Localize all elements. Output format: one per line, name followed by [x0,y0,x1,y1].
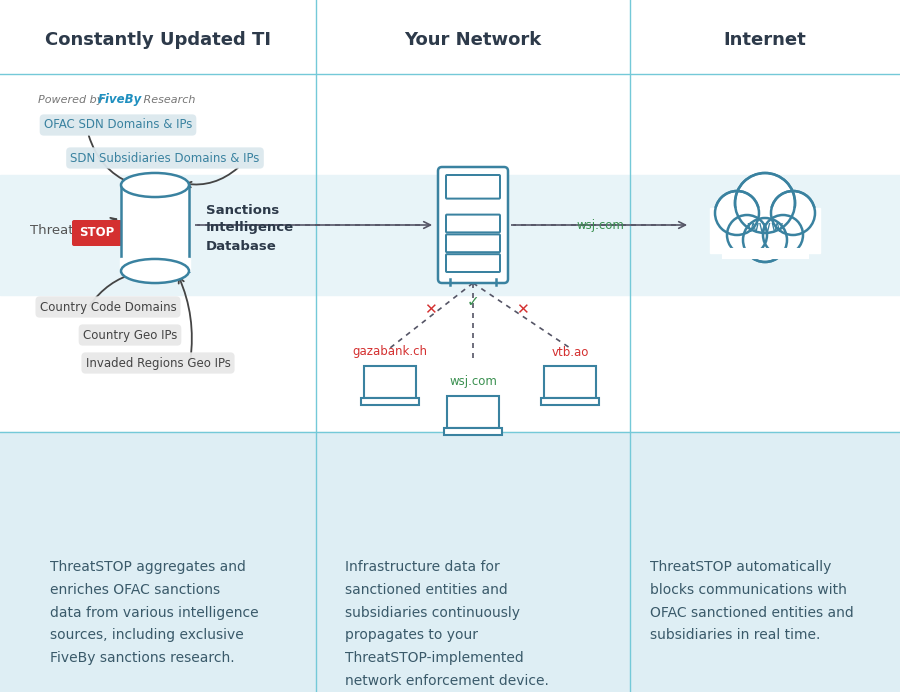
Text: Research: Research [140,95,195,105]
Text: Invaded Regions Geo IPs: Invaded Regions Geo IPs [86,356,230,370]
Text: ThreatSTOP automatically
blocks communications with
OFAC sanctioned entities and: ThreatSTOP automatically blocks communic… [650,560,854,642]
Text: ThreatSTOP aggregates and
enriches OFAC sanctions
data from various intelligence: ThreatSTOP aggregates and enriches OFAC … [50,560,258,665]
FancyBboxPatch shape [446,235,500,252]
Bar [121,185,189,271]
Text: OFAC SDN Domains & IPs: OFAC SDN Domains & IPs [44,118,193,131]
Circle shape [763,215,803,255]
Text: ✕: ✕ [516,302,528,318]
Circle shape [727,215,767,255]
Text: STOP: STOP [79,226,114,239]
Bar [710,208,820,253]
Ellipse shape [121,259,189,283]
Text: Internet: Internet [724,31,806,49]
Text: Constantly Updated TI: Constantly Updated TI [45,31,271,49]
Bar [120,258,190,271]
Circle shape [715,191,759,235]
Text: wsj.com: wsj.com [576,219,624,232]
Text: vtb.ao: vtb.ao [552,345,589,358]
FancyBboxPatch shape [446,254,500,272]
FancyBboxPatch shape [438,167,508,283]
Text: SDN Subsidiaries Domains & IPs: SDN Subsidiaries Domains & IPs [70,152,260,165]
FancyBboxPatch shape [544,367,596,398]
Bar [541,398,599,405]
Circle shape [743,218,787,262]
Text: FiveBy: FiveBy [98,93,142,107]
Bar [0,175,900,295]
Text: Intelligence: Intelligence [206,221,294,235]
Circle shape [771,191,815,235]
Text: Sanctions: Sanctions [206,203,279,217]
FancyBboxPatch shape [447,397,499,428]
Text: Infrastructure data for
sanctioned entities and
subsidiaries continuously
propag: Infrastructure data for sanctioned entit… [345,560,549,688]
Ellipse shape [121,173,189,197]
FancyBboxPatch shape [364,367,416,398]
Text: Country Geo IPs: Country Geo IPs [83,329,177,341]
Text: Country Code Domains: Country Code Domains [40,300,176,313]
Text: ✕: ✕ [424,302,436,318]
FancyBboxPatch shape [446,215,500,233]
Text: Your Network: Your Network [404,31,542,49]
Text: Database: Database [206,239,277,253]
Bar [361,398,419,405]
Text: wsj.com: wsj.com [449,376,497,388]
Bar [0,432,900,692]
Text: Threat: Threat [30,224,74,237]
Bar [444,428,502,435]
Text: ✓: ✓ [466,295,480,309]
Text: Powered by: Powered by [38,95,107,105]
FancyBboxPatch shape [72,220,122,246]
Text: gazabank.ch: gazabank.ch [353,345,428,358]
Text: www: www [746,219,784,235]
Circle shape [735,173,795,233]
FancyBboxPatch shape [446,175,500,199]
